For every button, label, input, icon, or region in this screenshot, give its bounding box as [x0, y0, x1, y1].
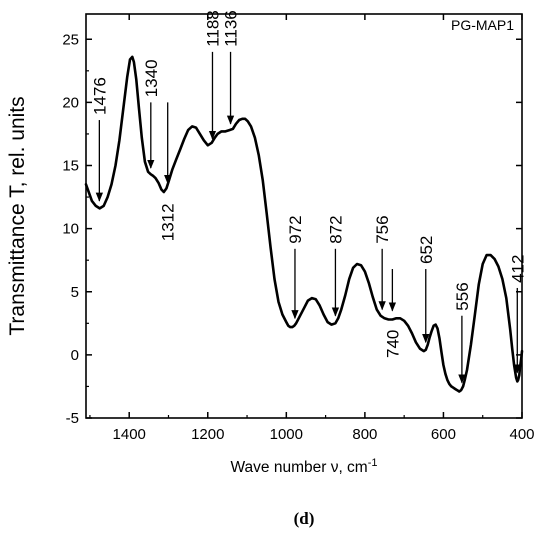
peak-label: 1312 [159, 203, 178, 241]
y-tick-label: -5 [66, 410, 79, 427]
x-axis: 1400 1200 1000 800 600 400 [89, 14, 535, 443]
peak-label: 740 [383, 330, 402, 358]
peak-label: 412 [508, 255, 527, 283]
x-tick-label: 600 [431, 426, 456, 443]
y-tick-label: 25 [62, 31, 79, 48]
peak-label: 652 [417, 236, 436, 264]
peak-label: 1476 [90, 77, 109, 115]
y-tick-label: 10 [62, 221, 79, 238]
x-axis-title-superscript: -1 [368, 457, 378, 469]
plot-frame [85, 13, 523, 419]
x-tick-label: 400 [509, 426, 534, 443]
peak-label: 1340 [142, 59, 161, 97]
x-tick-label: 1400 [113, 426, 146, 443]
sample-label: PG-MAP1 [451, 17, 514, 33]
x-tick-label: 1200 [191, 426, 224, 443]
peak-label: 872 [326, 215, 345, 243]
y-tick-label: 0 [71, 347, 79, 364]
spectrum-line [84, 55, 524, 393]
x-tick-label: 1000 [270, 426, 303, 443]
y-tick-label: 20 [62, 94, 79, 111]
x-axis-title-text: Wave number ν, cm [230, 459, 367, 476]
panel-label: (d) [294, 509, 315, 528]
peak-label: 972 [286, 215, 305, 243]
x-tick-label: 800 [352, 426, 377, 443]
x-axis-title: Wave number ν, cm-1 [230, 457, 377, 476]
y-axis-title: Transmittance T, rel. units [6, 96, 29, 335]
peak-label: 756 [373, 215, 392, 243]
peak-annotations: 1476 1340 1312 1188 1136 972 872 756 740 652 556 41… [90, 10, 527, 384]
peak-label: 556 [453, 282, 472, 310]
y-tick-label: 5 [71, 284, 79, 301]
peak-label: 1136 [222, 10, 241, 47]
peak-label: 1188 [204, 10, 223, 47]
y-tick-label: 15 [62, 158, 79, 175]
